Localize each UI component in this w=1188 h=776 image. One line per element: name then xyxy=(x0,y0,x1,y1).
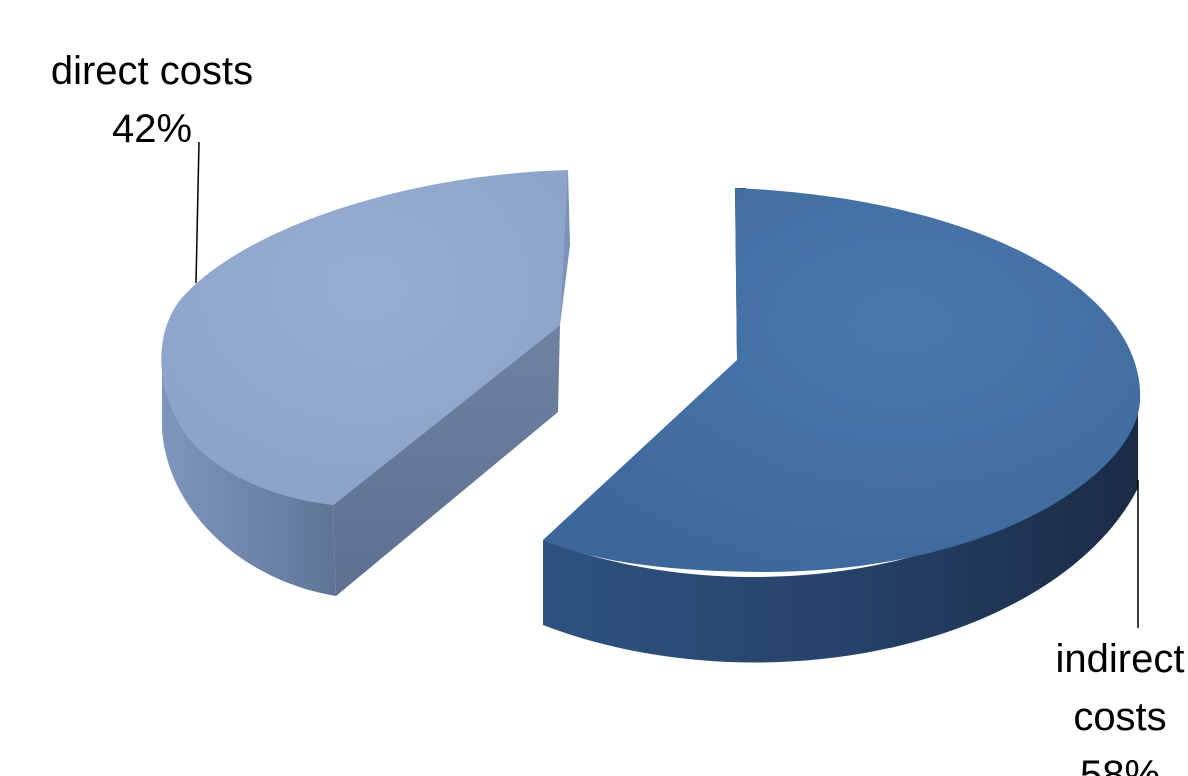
direct-slice-top xyxy=(161,170,568,505)
pie-slice-indirect-costs xyxy=(543,188,1141,663)
pie-slice-direct-costs xyxy=(161,170,570,596)
direct-costs-percent: 42% xyxy=(112,107,192,151)
direct-slice-cut-face xyxy=(333,325,560,596)
direct-costs-label: direct costs xyxy=(51,49,253,93)
indirect-slice-top xyxy=(543,188,1141,572)
direct-slice-edge xyxy=(560,170,570,325)
indirect-costs-label-line1: indirect xyxy=(1056,637,1185,681)
indirect-slice-side xyxy=(543,400,1138,663)
direct-costs-leader-line xyxy=(195,141,200,284)
direct-slice-side xyxy=(161,350,336,596)
indirect-costs-percent: 58% xyxy=(1080,753,1160,776)
indirect-costs-label-line2: costs xyxy=(1073,695,1166,739)
